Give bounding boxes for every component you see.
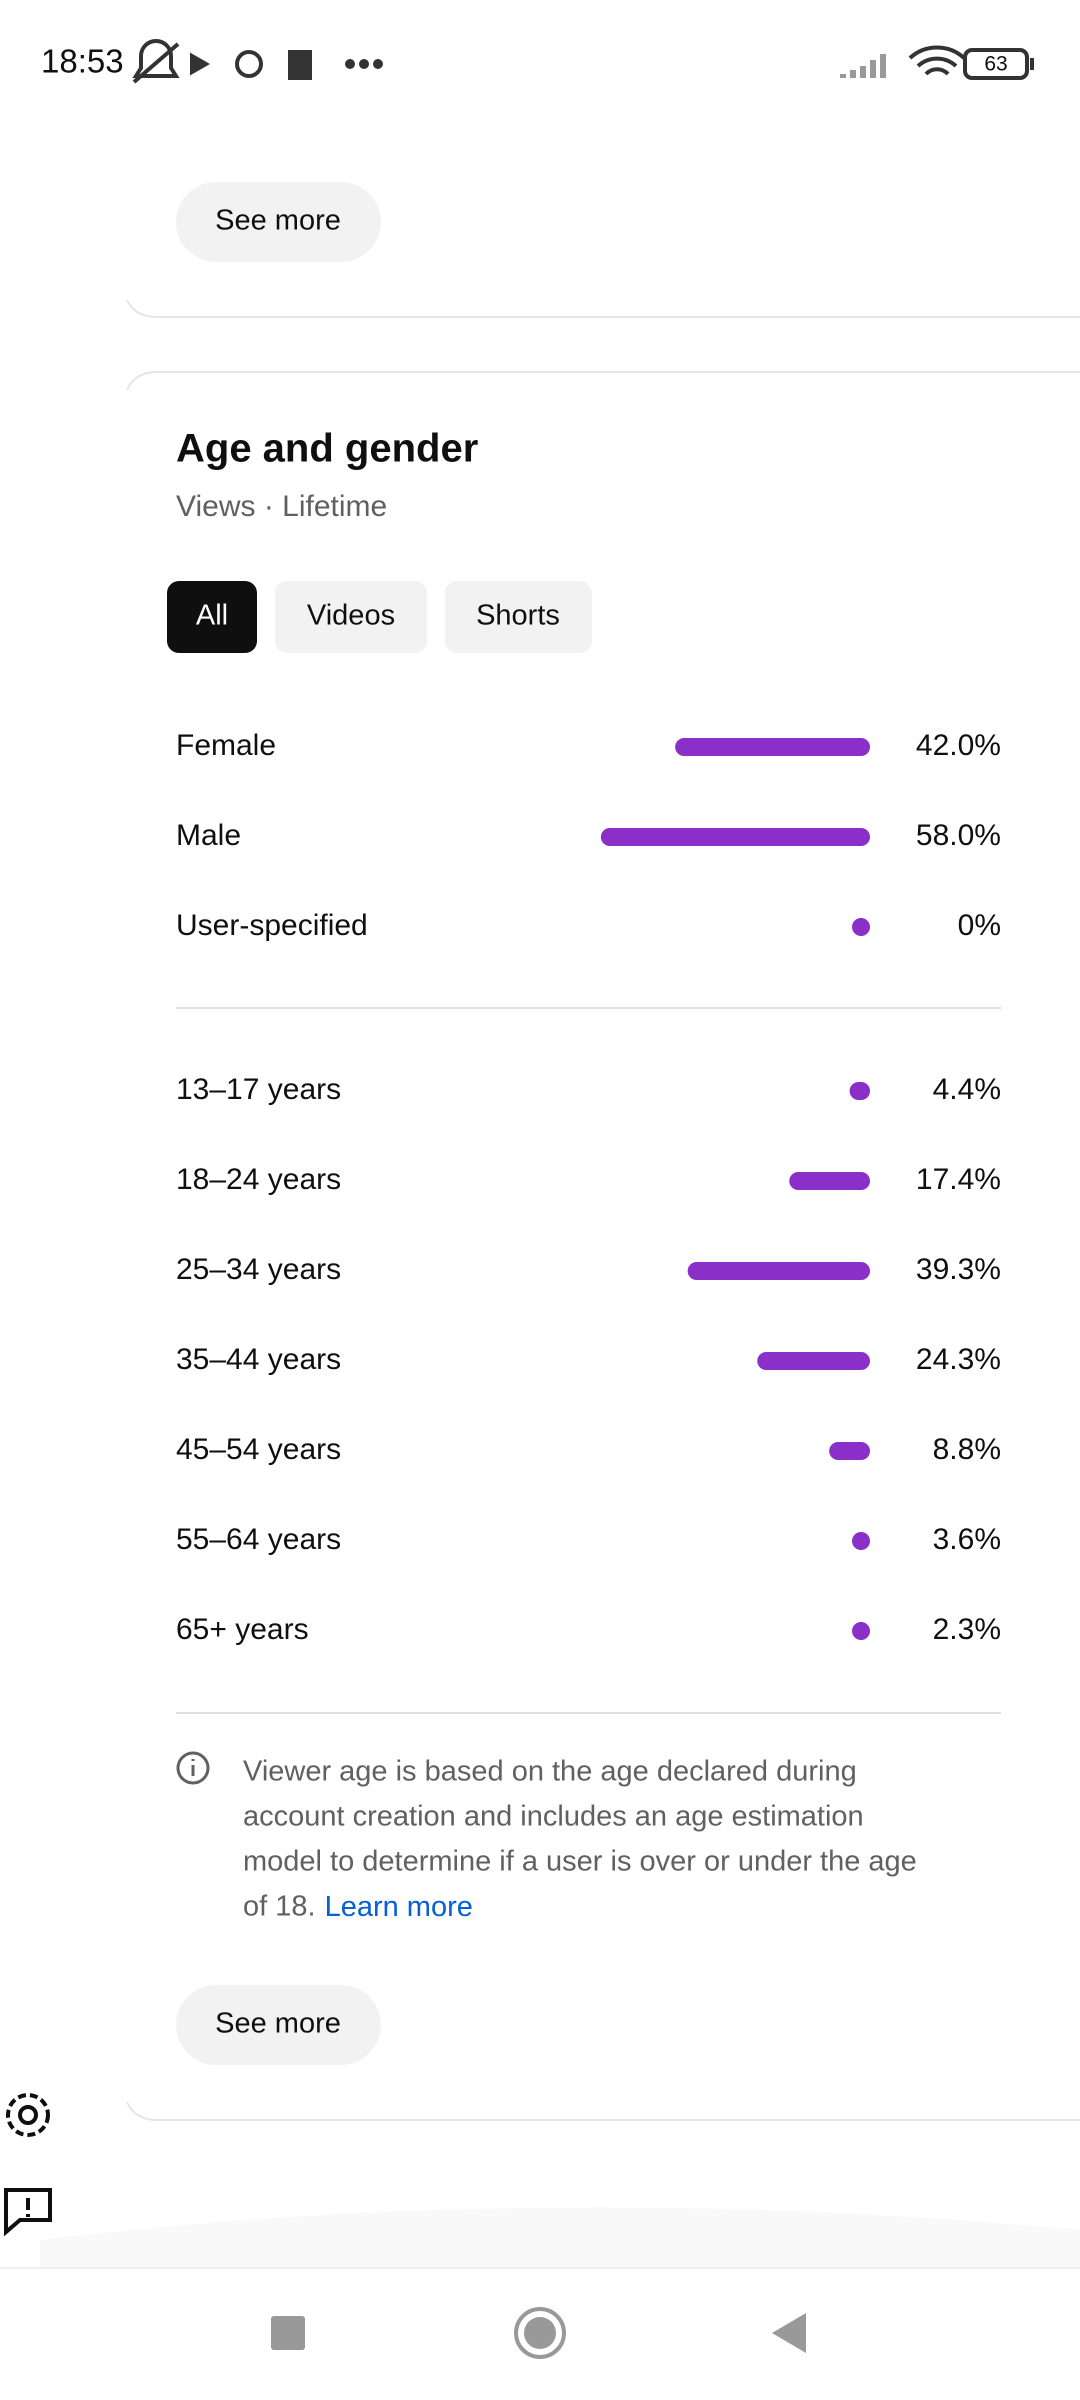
see-more-label: See more (215, 2008, 341, 2040)
row-value: 3.6% (933, 1523, 1001, 1556)
nav-home[interactable] (514, 2307, 566, 2359)
row-value: 17.4% (916, 1163, 1001, 1196)
note-text: model to determine if a user is over or … (243, 1846, 917, 1878)
chip-label: Shorts (476, 600, 560, 632)
see-more-label: See more (215, 205, 341, 237)
bar (675, 738, 870, 756)
row-value: 42.0% (916, 729, 1001, 762)
status-time: 18:53 (41, 43, 124, 80)
note-text: account creation and includes an age est… (243, 1801, 864, 1833)
row-value: 58.0% (916, 819, 1001, 852)
card-subtitle: Views · Lifetime (176, 490, 387, 523)
chip[interactable] (445, 581, 592, 653)
row-label: 65+ years (176, 1613, 309, 1646)
card-border (126, 371, 1080, 391)
row-value: 4.4% (933, 1073, 1001, 1106)
note: Viewer age is based on the age declared … (243, 1756, 917, 1923)
chip-label: All (196, 600, 228, 632)
bar (829, 1442, 870, 1460)
row-value: 0% (958, 909, 1001, 942)
battery-level: 63 (984, 53, 1007, 76)
row-label: 45–54 years (176, 1433, 341, 1466)
chip-selected[interactable] (167, 581, 257, 653)
bar (852, 918, 870, 936)
row-label: 13–17 years (176, 1073, 341, 1106)
see-more-button[interactable] (176, 182, 381, 262)
bar (789, 1172, 870, 1190)
row-value: 2.3% (933, 1613, 1001, 1646)
card-border (126, 2101, 1080, 2121)
nav-recents[interactable] (271, 2316, 305, 2350)
status-icons (132, 39, 1034, 84)
bar (852, 1622, 870, 1640)
chip[interactable] (275, 581, 427, 653)
row-label: 55–64 years (176, 1523, 341, 1556)
bottom-fade (40, 2207, 1080, 2267)
row-label: Male (176, 819, 241, 852)
row-label: User-specified (176, 909, 368, 942)
note-text: Viewer age is based on the age declared … (243, 1756, 857, 1788)
learn-more-link[interactable]: Learn more (325, 1891, 473, 1923)
row-value: 24.3% (916, 1343, 1001, 1376)
row-value: 8.8% (933, 1433, 1001, 1466)
chip-label: Videos (307, 600, 395, 632)
card-border (126, 299, 1080, 318)
note-text: of 18. Learn more (243, 1891, 473, 1923)
feedback-icon[interactable] (4, 2188, 52, 2237)
bar (687, 1262, 870, 1280)
bar (852, 1532, 870, 1550)
info-icon (176, 1751, 210, 1785)
bar (849, 1082, 870, 1100)
bar (600, 828, 870, 846)
card-title: Age and gender (176, 427, 478, 471)
row-value: 39.3% (916, 1253, 1001, 1286)
bar (757, 1352, 870, 1370)
settings-icon[interactable] (6, 2093, 50, 2137)
see-more-button[interactable] (176, 1985, 381, 2065)
row-label: 18–24 years (176, 1163, 341, 1196)
row-label: Female (176, 729, 276, 762)
nav-back[interactable] (772, 2313, 806, 2353)
row-label: 25–34 years (176, 1253, 341, 1286)
row-label: 35–44 years (176, 1343, 341, 1376)
